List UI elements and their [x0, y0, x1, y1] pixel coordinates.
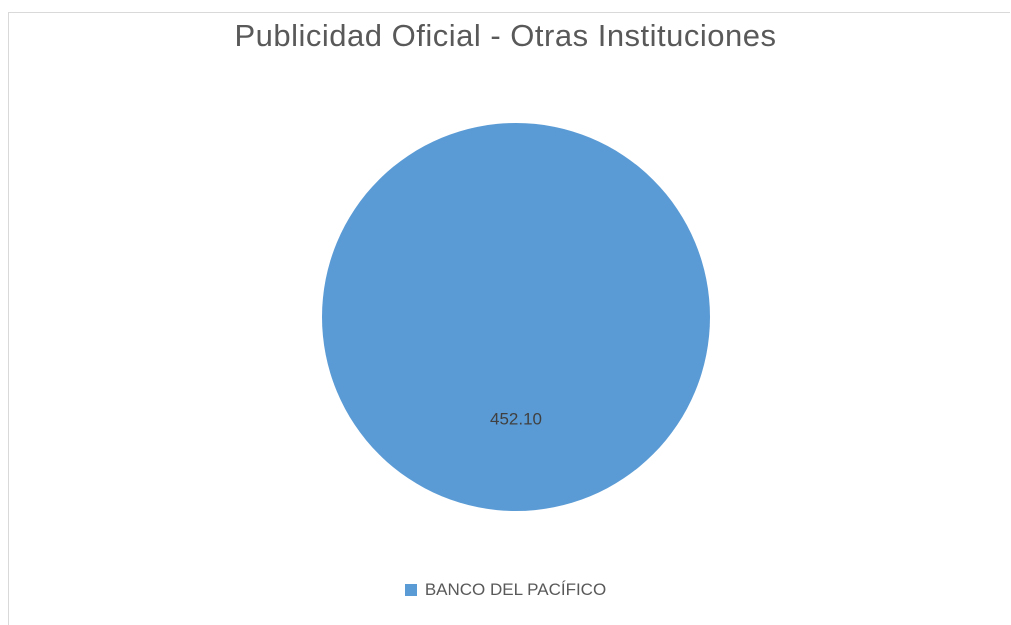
pie-slice — [322, 123, 710, 511]
legend: BANCO DEL PACÍFICO — [0, 580, 1011, 600]
data-label: 452.10 — [490, 409, 542, 428]
chart-title: Publicidad Oficial - Otras Instituciones — [234, 18, 777, 53]
legend-label: BANCO DEL PACÍFICO — [424, 580, 607, 599]
legend-swatch — [404, 584, 417, 596]
